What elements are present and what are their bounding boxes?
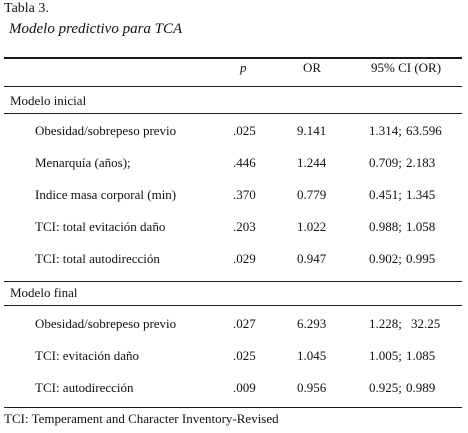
- row-p: .009: [233, 380, 256, 395]
- row-or: 0.947: [297, 251, 327, 266]
- row-label: Obesidad/sobrepeso previo: [35, 316, 177, 331]
- row-ci-low: 0.451;: [369, 187, 402, 202]
- row-p: .025: [233, 348, 256, 363]
- table-bottom-rule: [4, 407, 462, 408]
- row-or: 6.293: [297, 316, 327, 331]
- row-p: .027: [233, 316, 256, 331]
- row-label: TCI: evitación daño: [35, 348, 139, 363]
- row-ci-high: 1.058: [406, 219, 436, 234]
- row-or: 0.779: [297, 187, 327, 202]
- row-ci-high: 63.596: [406, 123, 442, 138]
- row-or: 1.045: [297, 348, 327, 363]
- header-or: OR: [303, 60, 322, 75]
- row-label: Menarquía (años);: [35, 155, 131, 170]
- row-ci-high: 2.183: [406, 155, 436, 170]
- row-ci-low: 1.314;: [369, 123, 402, 138]
- row-ci-low: 0.709;: [369, 155, 402, 170]
- row-p: .203: [233, 219, 256, 234]
- row-ci-low: 0.988;: [369, 219, 402, 234]
- row-ci-low: 1.228;: [369, 316, 402, 331]
- row-or: 9.141: [297, 123, 327, 138]
- section-title: Modelo inicial: [10, 93, 87, 108]
- row-or: 1.244: [297, 155, 327, 170]
- row-or: 1.022: [297, 219, 327, 234]
- row-ci-low: 0.925;: [369, 380, 402, 395]
- header-p: p: [240, 60, 247, 75]
- row-ci-high: 32.25: [411, 316, 441, 331]
- row-ci-low: 1.005;: [369, 348, 402, 363]
- row-ci-high: 0.995: [406, 251, 436, 266]
- row-p: .025: [233, 123, 256, 138]
- row-label: Obesidad/sobrepeso previo: [35, 123, 177, 138]
- row-ci-high: 1.085: [406, 348, 436, 363]
- section-rule: [4, 113, 462, 114]
- table-footnote: TCI: Temperament and Character Inventory…: [4, 411, 279, 426]
- row-or: 0.956: [297, 380, 327, 395]
- row-label: TCI: total evitación daño: [35, 219, 166, 234]
- table-caption-title: Modelo predictivo para TCA: [9, 21, 183, 37]
- section-title: Modelo final: [10, 285, 78, 300]
- row-p: .029: [233, 251, 256, 266]
- row-ci-high: 0.989: [406, 380, 436, 395]
- row-p: .446: [233, 155, 256, 170]
- row-label: TCI: autodirección: [35, 380, 134, 395]
- table-caption-number: Tabla 3.: [4, 1, 49, 16]
- row-label: Indice masa corporal (min): [35, 187, 177, 202]
- row-ci-low: 0.902;: [369, 251, 402, 266]
- section-rule: [4, 305, 462, 306]
- section-divider-rule: [4, 281, 462, 282]
- row-ci-high: 1.345: [406, 187, 436, 202]
- row-label: TCI: total autodirección: [35, 251, 160, 266]
- row-p: .370: [233, 187, 256, 202]
- header-bottom-rule: [4, 86, 462, 87]
- table-top-rule: [4, 57, 462, 59]
- header-ci: 95% CI (OR): [371, 60, 442, 75]
